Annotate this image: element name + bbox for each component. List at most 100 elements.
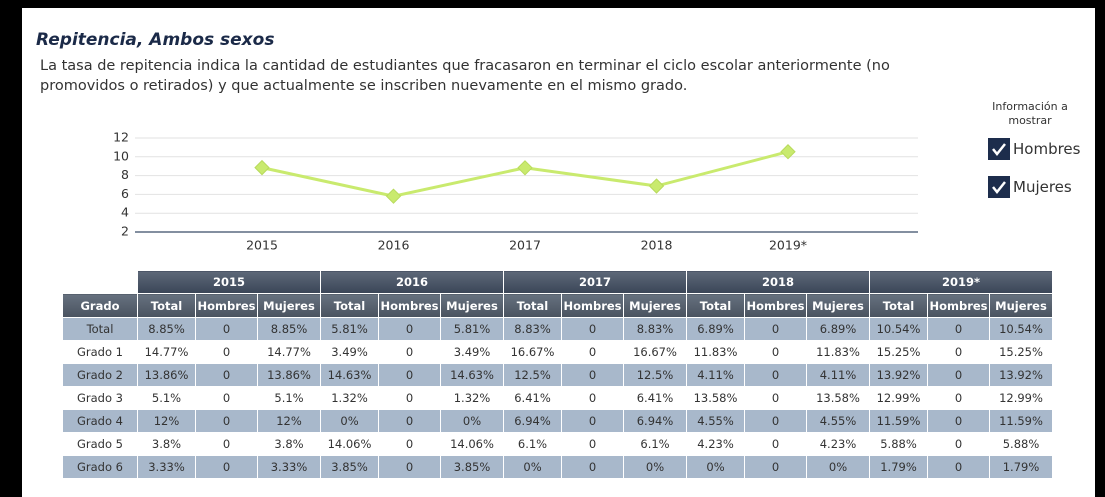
table-cell: 0 <box>927 455 990 479</box>
x-tick-label: 2015 <box>246 238 278 253</box>
table-cell: 0 <box>927 363 990 387</box>
table-cell: 14.63% <box>440 363 504 387</box>
table-cell: 0 <box>378 432 441 456</box>
table-cell: 0 <box>378 363 441 387</box>
column-header: Mujeres <box>623 293 687 318</box>
table-cell: 0 <box>927 409 990 433</box>
y-tick-label: 8 <box>121 167 129 182</box>
table-cell: 0 <box>561 340 624 364</box>
table-cell: 5.1% <box>257 386 321 410</box>
table-cell: 1.79% <box>869 455 928 479</box>
table-cell: 0 <box>927 432 990 456</box>
column-header: Grado <box>62 293 138 318</box>
checkbox-label[interactable]: Mujeres <box>1013 178 1072 196</box>
column-header: Total <box>503 293 562 318</box>
column-header: Total <box>137 293 196 318</box>
table-cell: 0 <box>744 455 807 479</box>
group-header: 2017 <box>503 270 687 294</box>
column-header: Hombres <box>561 293 624 318</box>
table-cell: 0 <box>195 432 258 456</box>
table-cell: 12.99% <box>989 386 1053 410</box>
checkbox-option[interactable]: Mujeres <box>988 176 1072 198</box>
table-cell: 3.49% <box>440 340 504 364</box>
column-header: Total <box>869 293 928 318</box>
table-cell: 11.59% <box>869 409 928 433</box>
table-cell: Total <box>62 317 138 341</box>
table-cell: Grado 5 <box>62 432 138 456</box>
table-cell: 13.86% <box>137 363 196 387</box>
table-cell: 13.92% <box>989 363 1053 387</box>
table-cell: 8.85% <box>137 317 196 341</box>
table-cell: 13.86% <box>257 363 321 387</box>
table-row: Grado 3 5.1% 0 5.1% 1.32% 0 1.32% 6.41% 0 6.41% 13… <box>62 386 1053 410</box>
y-tick-label: 2 <box>121 224 129 239</box>
y-tick-label: 6 <box>121 186 129 201</box>
table-row: Grado 2 13.86% 0 13.86% 14.63% 0 14.63% 12.5% 0 1… <box>62 363 1053 387</box>
point <box>517 160 533 176</box>
table-cell: 0 <box>927 386 990 410</box>
table-cell: 14.77% <box>257 340 321 364</box>
table-cell: 5.88% <box>989 432 1053 456</box>
table-cell: 8.83% <box>623 317 687 341</box>
table-cell: 6.89% <box>806 317 870 341</box>
table-cell: 4.55% <box>686 409 745 433</box>
check-icon <box>992 143 1006 157</box>
table-cell: 4.11% <box>686 363 745 387</box>
table-cell: 0% <box>623 455 687 479</box>
check-icon <box>992 181 1006 195</box>
table-cell: 14.06% <box>320 432 379 456</box>
table-cell: 13.58% <box>686 386 745 410</box>
table-cell: 10.54% <box>989 317 1053 341</box>
table-cell: 0 <box>561 455 624 479</box>
table-cell: 0% <box>686 455 745 479</box>
table-cell: 6.41% <box>503 386 562 410</box>
table-cell: 0 <box>927 340 990 364</box>
table-cell: 0 <box>744 363 807 387</box>
checkbox-option[interactable]: Hombres <box>988 138 1080 160</box>
table-cell: 5.1% <box>137 386 196 410</box>
column-header: Hombres <box>744 293 807 318</box>
table-cell: 3.33% <box>257 455 321 479</box>
table-cell: 14.06% <box>440 432 504 456</box>
header-row: Grado Total Hombres Mujeres Total Hombres Muje… <box>62 293 1053 318</box>
table-cell: 6.1% <box>503 432 562 456</box>
table-cell: 0 <box>378 455 441 479</box>
description: La tasa de repitencia indica la cantidad… <box>40 58 890 94</box>
table-cell: 0 <box>378 340 441 364</box>
table-cell: 12.5% <box>623 363 687 387</box>
table-cell: 11.83% <box>806 340 870 364</box>
table-cell: 0 <box>927 317 990 341</box>
table-cell: 13.92% <box>869 363 928 387</box>
table-cell: 12% <box>257 409 321 433</box>
table-cell: 14.63% <box>320 363 379 387</box>
table-cell: 0 <box>195 317 258 341</box>
table-row: Grado 5 3.8% 0 3.8% 14.06% 0 14.06% 6.1% 0 6.1% 4.… <box>62 432 1053 456</box>
table-cell: 6.94% <box>503 409 562 433</box>
checkbox[interactable] <box>988 138 1010 160</box>
table-row: Grado 6 3.33% 0 3.33% 3.85% 0 3.85% 0% 0 0% 0% 0 0% 1… <box>62 455 1053 479</box>
table-cell: 3.49% <box>320 340 379 364</box>
group-header: 2019* <box>869 270 1053 294</box>
group-header: 2016 <box>320 270 504 294</box>
y-tick-label: 4 <box>121 205 129 220</box>
table-row: Grado 4 12% 0 12% 0% 0 0% 6.94% 0 6.94% 4.55% 0 4.55… <box>62 409 1053 433</box>
table-cell: 11.59% <box>989 409 1053 433</box>
table-cell: 0% <box>320 409 379 433</box>
column-header: Total <box>686 293 745 318</box>
point <box>254 159 270 176</box>
table-cell: 8.83% <box>503 317 562 341</box>
column-header: Mujeres <box>989 293 1053 318</box>
checkbox[interactable] <box>988 176 1010 198</box>
chart: 2 4 6 8 10 12 2015 2016 2017 2018 2019* <box>113 130 918 253</box>
table-cell: Grado 6 <box>62 455 138 479</box>
table-cell: 0 <box>195 340 258 364</box>
table-cell: 5.81% <box>320 317 379 341</box>
checkbox-label[interactable]: Hombres <box>1013 140 1081 158</box>
table-cell: 1.79% <box>989 455 1053 479</box>
table-cell: 16.67% <box>503 340 562 364</box>
table-cell: Grado 2 <box>62 363 138 387</box>
point <box>648 178 665 194</box>
title: Repitencia, Ambos sexos <box>36 30 275 50</box>
table-cell: 0% <box>806 455 870 479</box>
